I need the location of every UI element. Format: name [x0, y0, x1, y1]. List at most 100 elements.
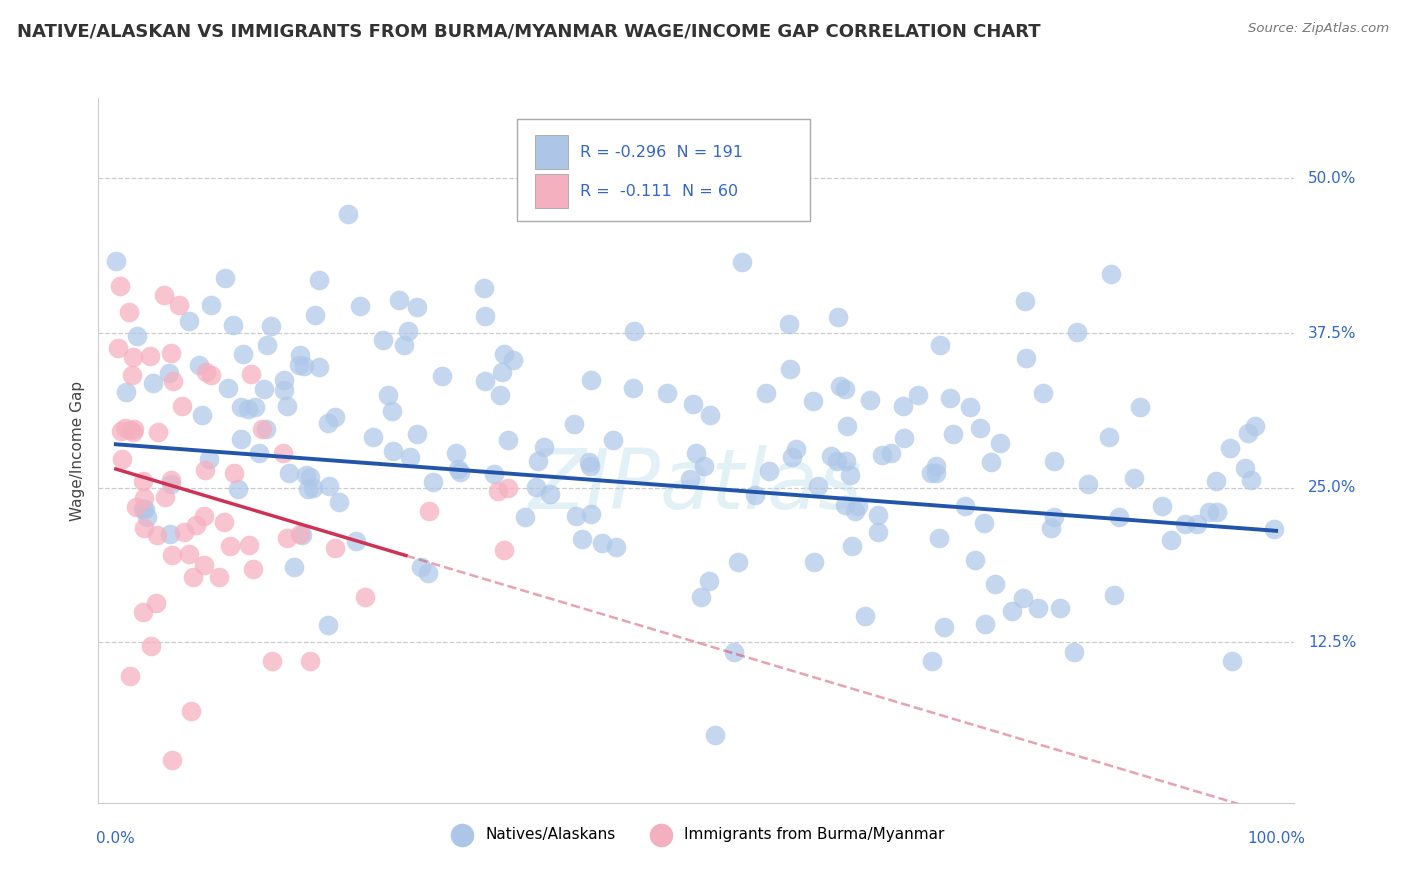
Point — [160, 752, 183, 766]
Point — [318, 478, 340, 492]
Point — [1244, 418, 1267, 433]
Point — [299, 654, 322, 668]
Point — [1160, 533, 1182, 547]
Point — [928, 531, 950, 545]
Point — [181, 570, 204, 584]
Point — [260, 654, 283, 668]
Point — [527, 453, 550, 467]
Point — [217, 381, 239, 395]
Point — [690, 590, 713, 604]
Point — [242, 562, 264, 576]
Point — [214, 271, 236, 285]
Point — [825, 453, 848, 467]
Point — [194, 463, 217, 477]
Point — [496, 482, 519, 496]
Point — [162, 375, 184, 389]
Point — [259, 318, 281, 333]
Point — [160, 345, 183, 359]
Point — [859, 393, 882, 408]
Point — [1108, 510, 1130, 524]
Point — [963, 553, 986, 567]
Point — [1129, 400, 1152, 414]
Point — [942, 427, 965, 442]
Point — [1042, 510, 1064, 524]
Point — [120, 669, 142, 683]
Point — [382, 444, 405, 458]
Text: R =  -0.111  N = 60: R = -0.111 N = 60 — [581, 184, 738, 199]
Point — [231, 400, 253, 414]
Point — [245, 400, 267, 414]
Point — [693, 458, 716, 473]
Point — [121, 368, 143, 382]
Point — [621, 381, 644, 395]
Point — [1099, 268, 1122, 282]
Point — [131, 501, 153, 516]
Point — [866, 524, 889, 539]
Point — [754, 386, 776, 401]
Point — [418, 504, 440, 518]
Text: NATIVE/ALASKAN VS IMMIGRANTS FROM BURMA/MYANMAR WAGE/INCOME GAP CORRELATION CHAR: NATIVE/ALASKAN VS IMMIGRANTS FROM BURMA/… — [17, 22, 1040, 40]
Point — [316, 416, 339, 430]
Point — [1239, 474, 1261, 488]
Text: 100.0%: 100.0% — [1247, 831, 1305, 846]
Point — [120, 423, 142, 437]
Point — [605, 540, 627, 554]
Point — [502, 353, 524, 368]
Point — [188, 358, 211, 372]
Point — [252, 422, 274, 436]
Point — [392, 338, 415, 352]
Point — [108, 279, 131, 293]
Point — [1098, 430, 1121, 444]
Point — [932, 620, 955, 634]
Point — [226, 482, 249, 496]
Point — [238, 539, 260, 553]
Point — [222, 318, 245, 333]
Point — [135, 509, 157, 524]
Point — [134, 502, 156, 516]
Point — [325, 541, 347, 555]
Point — [834, 498, 856, 512]
Point — [491, 365, 513, 379]
Point — [1011, 591, 1033, 606]
Point — [980, 455, 1002, 469]
Point — [218, 539, 240, 553]
Point — [1049, 601, 1071, 615]
Point — [974, 617, 997, 632]
Point — [834, 454, 856, 468]
Point — [920, 466, 942, 480]
Point — [959, 400, 981, 414]
Point — [318, 617, 340, 632]
Point — [803, 555, 825, 569]
Point — [212, 515, 235, 529]
Point — [107, 341, 129, 355]
Point — [139, 639, 162, 653]
Point — [779, 362, 801, 376]
Point — [160, 548, 183, 562]
Point — [186, 517, 208, 532]
Point — [160, 476, 183, 491]
Point — [492, 347, 515, 361]
Point — [1032, 385, 1054, 400]
Point — [731, 255, 754, 269]
Point — [564, 508, 586, 523]
Point — [273, 383, 295, 397]
Point — [758, 463, 780, 477]
Point — [170, 399, 193, 413]
Text: 12.5%: 12.5% — [1308, 634, 1357, 649]
Point — [820, 450, 842, 464]
Point — [292, 359, 315, 373]
Point — [704, 728, 727, 742]
Point — [193, 558, 215, 572]
Point — [1077, 477, 1099, 491]
Point — [231, 432, 253, 446]
Point — [114, 421, 136, 435]
Point — [132, 491, 155, 505]
Point — [828, 379, 851, 393]
Point — [236, 401, 259, 416]
Point — [727, 555, 749, 569]
Point — [1185, 517, 1208, 532]
Point — [474, 374, 496, 388]
Point — [115, 384, 138, 399]
Point — [200, 298, 222, 312]
Point — [308, 360, 330, 375]
